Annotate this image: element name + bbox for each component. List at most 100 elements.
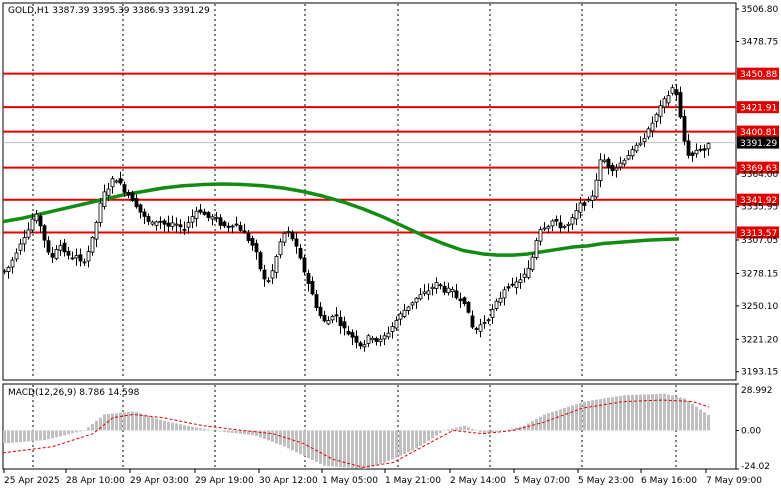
candle[interactable] xyxy=(154,220,159,231)
candle[interactable] xyxy=(338,310,343,334)
candle[interactable] xyxy=(510,277,515,288)
candle[interactable] xyxy=(594,173,599,199)
candle[interactable] xyxy=(86,245,91,268)
candle[interactable] xyxy=(622,158,627,167)
candle[interactable] xyxy=(290,230,295,242)
candle[interactable] xyxy=(282,231,287,246)
candle[interactable] xyxy=(18,238,23,255)
candle[interactable] xyxy=(570,213,575,230)
candle[interactable] xyxy=(382,332,387,346)
candle[interactable] xyxy=(502,286,507,306)
candle[interactable] xyxy=(690,151,695,163)
candle[interactable] xyxy=(514,276,519,295)
candle[interactable] xyxy=(186,216,191,234)
candle[interactable] xyxy=(2,269,7,275)
candle[interactable] xyxy=(614,163,619,178)
candle[interactable] xyxy=(218,214,223,230)
candle[interactable] xyxy=(538,226,543,246)
candle[interactable] xyxy=(454,283,459,300)
candle[interactable] xyxy=(450,286,455,298)
candle[interactable] xyxy=(162,218,167,232)
candle[interactable] xyxy=(602,154,607,164)
candle[interactable] xyxy=(202,208,207,216)
candle[interactable] xyxy=(630,145,635,160)
candle[interactable] xyxy=(438,282,443,290)
candle[interactable] xyxy=(126,189,131,199)
candle[interactable] xyxy=(6,265,11,279)
candle[interactable] xyxy=(498,291,503,306)
candle[interactable] xyxy=(142,208,147,225)
candle[interactable] xyxy=(466,301,471,314)
candle[interactable] xyxy=(634,142,639,154)
candle[interactable] xyxy=(626,150,631,161)
candle[interactable] xyxy=(70,251,75,261)
candle[interactable] xyxy=(298,244,303,260)
candle[interactable] xyxy=(78,248,83,267)
candle[interactable] xyxy=(418,288,423,301)
candle[interactable] xyxy=(434,277,439,294)
candle[interactable] xyxy=(254,239,259,260)
candle[interactable] xyxy=(82,258,87,267)
candle[interactable] xyxy=(478,318,483,338)
candle[interactable] xyxy=(178,219,183,234)
candle[interactable] xyxy=(22,229,27,252)
candle[interactable] xyxy=(106,182,111,202)
candle[interactable] xyxy=(210,214,215,226)
candle[interactable] xyxy=(458,292,463,308)
candle[interactable] xyxy=(246,229,251,244)
candle[interactable] xyxy=(158,216,163,230)
candle[interactable] xyxy=(522,268,527,283)
candle[interactable] xyxy=(50,247,55,263)
candle[interactable] xyxy=(414,296,419,309)
candle[interactable] xyxy=(226,222,231,233)
candle[interactable] xyxy=(550,219,555,232)
candle[interactable] xyxy=(214,212,219,223)
candle[interactable] xyxy=(206,211,211,222)
candle[interactable] xyxy=(230,224,235,234)
candle[interactable] xyxy=(242,223,247,235)
candle[interactable] xyxy=(430,283,435,296)
candle[interactable] xyxy=(174,217,179,233)
candle[interactable] xyxy=(534,237,539,260)
candle[interactable] xyxy=(530,253,535,272)
candle[interactable] xyxy=(698,145,703,153)
candle[interactable] xyxy=(358,340,363,350)
candle[interactable] xyxy=(234,216,239,227)
candle[interactable] xyxy=(306,269,311,292)
candle[interactable] xyxy=(314,290,319,311)
candle[interactable] xyxy=(286,226,291,238)
candle[interactable] xyxy=(702,144,707,158)
candle[interactable] xyxy=(94,220,99,248)
candle[interactable] xyxy=(446,282,451,296)
candle[interactable] xyxy=(470,310,475,330)
candle[interactable] xyxy=(330,314,335,324)
candle[interactable] xyxy=(638,136,643,147)
candle[interactable] xyxy=(574,203,579,226)
candle[interactable] xyxy=(546,224,551,234)
candle[interactable] xyxy=(98,197,103,227)
candle[interactable] xyxy=(138,203,143,219)
candle[interactable] xyxy=(554,215,559,226)
candle[interactable] xyxy=(342,316,347,336)
candle[interactable] xyxy=(46,236,51,255)
candle[interactable] xyxy=(542,222,547,232)
candle[interactable] xyxy=(606,157,611,175)
candle[interactable] xyxy=(486,317,491,325)
candle[interactable] xyxy=(362,340,367,352)
candle[interactable] xyxy=(562,224,567,230)
candle[interactable] xyxy=(274,254,279,279)
candle[interactable] xyxy=(170,215,175,231)
candle[interactable] xyxy=(426,283,431,301)
candle[interactable] xyxy=(526,260,531,280)
candle[interactable] xyxy=(422,284,427,297)
candle[interactable] xyxy=(250,235,255,251)
candle[interactable] xyxy=(74,248,79,266)
candle[interactable] xyxy=(590,190,595,209)
candle[interactable] xyxy=(682,109,687,146)
candle[interactable] xyxy=(30,213,35,234)
candle[interactable] xyxy=(386,326,391,340)
candle[interactable] xyxy=(90,236,95,256)
candle[interactable] xyxy=(14,248,19,262)
candle[interactable] xyxy=(378,334,383,347)
candle[interactable] xyxy=(222,220,227,229)
